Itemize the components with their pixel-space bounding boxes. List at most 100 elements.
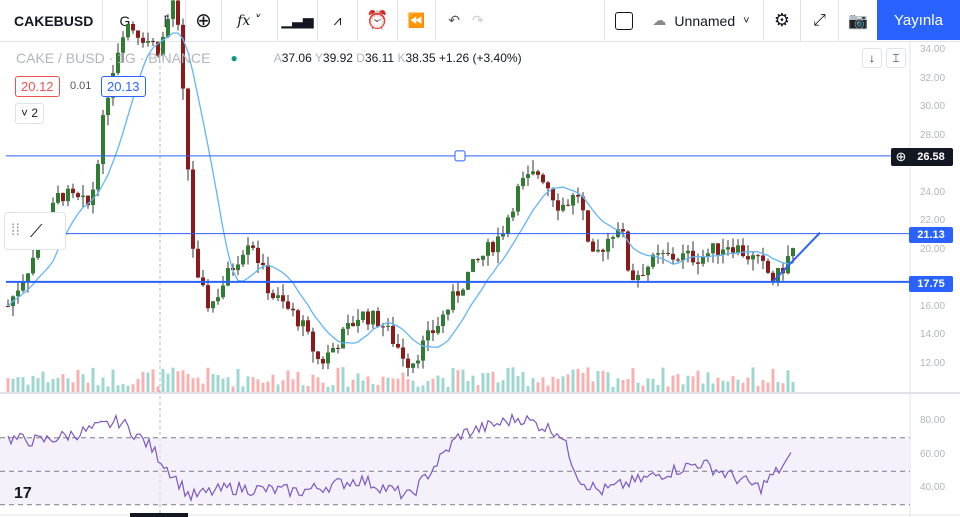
bar-chart-icon[interactable]: ▁▃▅ [278, 0, 318, 42]
volume-bar [246, 376, 250, 392]
buy-price-button[interactable]: 20.13 [101, 76, 146, 97]
volume-bar [146, 372, 150, 392]
layout-square-icon[interactable] [612, 0, 636, 42]
spread-value: 0.01 [70, 80, 92, 92]
chevron-down-icon: ˅ [743, 14, 750, 27]
trend-line [771, 231, 821, 284]
candle-body [431, 330, 435, 334]
symbol-title: CAKE / BUSD · 1G · BINANCE [16, 50, 211, 66]
hline-price-label-top: 26.58 [909, 148, 953, 166]
candle-body [761, 255, 765, 261]
volume-bar [371, 384, 375, 392]
drawing-floating-toolbar[interactable]: ⁞⁞ ⟋ [4, 212, 66, 250]
sell-price-button[interactable]: 20.12 [15, 76, 60, 97]
undo-icon[interactable]: ↶ [448, 12, 460, 28]
alarm-icon[interactable]: ⏰ [358, 0, 398, 42]
camera-icon[interactable]: 📷 [848, 12, 868, 30]
volume-bar [56, 377, 60, 392]
candle-body [556, 200, 560, 211]
layout-name[interactable]: ☁ Unnamed ˅ [646, 0, 756, 42]
symbol-search[interactable]: CAKEBUSD [0, 0, 103, 42]
candle-body [21, 281, 25, 291]
compare-plus-icon[interactable]: ⊕ [186, 0, 222, 42]
candle-body [366, 311, 370, 325]
auto-scale-icon[interactable]: ⌶ [886, 48, 906, 68]
candle-body [751, 255, 755, 260]
indicators-toggle[interactable]: ˅ 2 [15, 103, 45, 124]
scroll-down-icon[interactable]: ↓ [862, 48, 882, 68]
interval-button[interactable]: G [103, 0, 148, 42]
redo-icon[interactable]: ↷ [472, 12, 484, 28]
candle-body [541, 174, 545, 183]
candle-body [426, 330, 430, 341]
volume-bar [21, 377, 25, 392]
candle-body [71, 188, 75, 194]
volume-bar [421, 385, 425, 392]
candle-body [651, 254, 655, 267]
candle-body [696, 262, 700, 264]
volume-bar [391, 378, 395, 392]
candle-body [151, 41, 155, 43]
candle-body [121, 37, 125, 53]
add-alert-plus-icon[interactable]: ⊕ [891, 148, 911, 166]
candle-body [481, 255, 485, 260]
time-label [130, 513, 188, 517]
candle-body [706, 253, 710, 257]
volume-bar [51, 378, 55, 392]
price-axis-tick: 14.00 [920, 329, 946, 341]
candle-body [116, 52, 120, 74]
publish-button[interactable]: Yayınla [877, 0, 960, 40]
volume-bar [531, 378, 535, 392]
volume-bar [481, 373, 485, 392]
volume-bar [366, 376, 370, 392]
volume-bar [646, 378, 650, 392]
candle-body [321, 358, 325, 364]
indicators-fx-icon[interactable]: fx ˅ [222, 0, 278, 42]
chart-legend: CAKE / BUSD · 1G · BINANCE ● A37.06 Y39.… [16, 50, 522, 66]
candle-body [181, 24, 185, 89]
candle-body [666, 252, 670, 254]
volume-bar [411, 380, 415, 392]
settings-gear-icon[interactable]: ⚙ [763, 0, 801, 42]
candle-body [91, 189, 95, 206]
candle-body [131, 24, 135, 31]
volume-bar [716, 377, 720, 392]
volume-bar [556, 378, 560, 392]
volume-bar [156, 386, 160, 392]
volume-bar [686, 375, 690, 392]
trendline-icon[interactable]: ⟋ [29, 220, 43, 241]
drag-handle-icon[interactable]: ⁞⁞ [11, 222, 20, 239]
candle-body [686, 250, 690, 254]
volume-bar [711, 383, 715, 392]
candle-body [561, 204, 565, 211]
volume-bar [771, 368, 775, 392]
volume-bar [66, 378, 70, 392]
volume-bar [501, 380, 505, 392]
volume-bar [576, 368, 580, 392]
candle-body [406, 358, 410, 368]
candle-body [441, 314, 445, 326]
volume-bar [351, 379, 355, 392]
candle-body [6, 305, 10, 307]
candle-body [741, 245, 745, 257]
rsi-line [7, 412, 792, 503]
candle-body [371, 311, 375, 325]
replay-icon[interactable]: ⏪ [398, 0, 436, 42]
volume-bar [761, 380, 765, 392]
volume-bar [336, 367, 340, 392]
volume-bar [706, 372, 710, 392]
cloud-icon: ☁ [652, 12, 667, 28]
volume-bar [191, 378, 195, 392]
price-axis-tick: 22.00 [920, 215, 946, 227]
candle-body [616, 229, 620, 238]
candle-body [291, 308, 295, 311]
volume-bar [76, 369, 80, 392]
volume-bar [151, 369, 155, 392]
templates-icon[interactable]: ⩘ [318, 0, 358, 42]
fullscreen-icon[interactable]: ⤢ [801, 0, 839, 42]
volume-bar [546, 385, 550, 392]
candle-body [581, 196, 585, 211]
volume-bar [321, 382, 325, 392]
candle-body [31, 257, 35, 274]
